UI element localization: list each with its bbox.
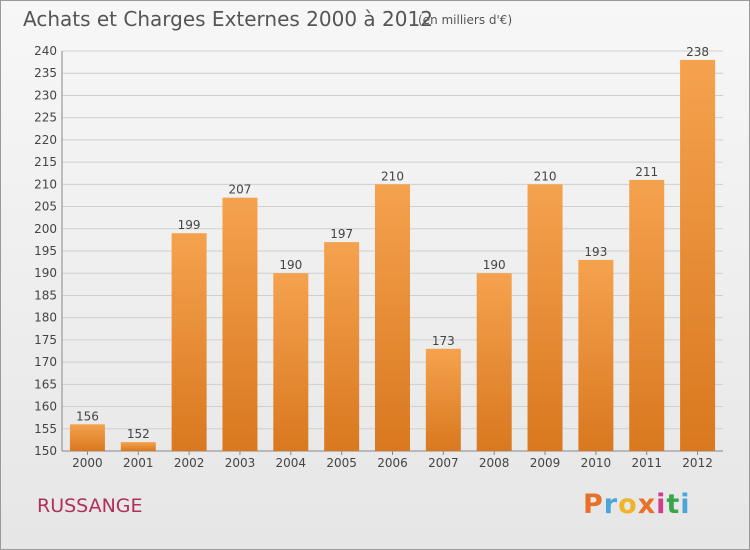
logo-letter: r bbox=[603, 489, 619, 520]
data-label: 211 bbox=[635, 165, 658, 179]
bar bbox=[680, 59, 716, 452]
y-tick-label: 190 bbox=[34, 266, 57, 280]
data-label: 207 bbox=[229, 183, 252, 197]
bar bbox=[324, 242, 360, 451]
bar bbox=[578, 259, 614, 451]
y-tick-label: 205 bbox=[34, 200, 57, 214]
y-tick-label: 235 bbox=[34, 66, 57, 80]
data-label: 193 bbox=[584, 245, 607, 259]
x-tick-label: 2000 bbox=[72, 456, 103, 470]
bar bbox=[476, 273, 512, 451]
x-tick-label: 2012 bbox=[682, 456, 713, 470]
data-label: 190 bbox=[279, 258, 302, 272]
y-tick-label: 170 bbox=[34, 355, 57, 369]
bar bbox=[273, 273, 309, 451]
data-label: 152 bbox=[127, 427, 150, 441]
x-tick-label: 2001 bbox=[123, 456, 154, 470]
axes: 150 155 160 165 170 175 180 185 190 195 200 205 210 2… bbox=[34, 44, 723, 470]
chart-title: Achats et Charges Externes 2000 à 2012 bbox=[23, 7, 433, 31]
bars bbox=[69, 59, 716, 452]
x-tick-label: 2008 bbox=[479, 456, 510, 470]
y-tick-label: 185 bbox=[34, 288, 57, 302]
bar bbox=[69, 424, 105, 451]
x-tick-label: 2009 bbox=[530, 456, 561, 470]
commune-name: RUSSANGE bbox=[37, 495, 143, 517]
y-tick-label: 165 bbox=[34, 377, 57, 391]
y-tick-label: 160 bbox=[34, 400, 57, 414]
data-label: 210 bbox=[381, 169, 404, 183]
bar bbox=[120, 442, 156, 451]
y-tick-label: 180 bbox=[34, 311, 57, 325]
y-tick-label: 230 bbox=[34, 88, 57, 102]
data-label: 173 bbox=[432, 334, 455, 348]
logo-letter: i bbox=[656, 489, 667, 520]
data-label: 190 bbox=[483, 258, 506, 272]
y-tick-label: 150 bbox=[34, 444, 57, 458]
data-label: 197 bbox=[330, 227, 353, 241]
y-tick-label: 225 bbox=[34, 111, 57, 125]
y-tick-label: 215 bbox=[34, 155, 57, 169]
logo-letter: t bbox=[666, 489, 681, 520]
bar bbox=[375, 184, 410, 452]
bar bbox=[629, 179, 665, 451]
data-label: 238 bbox=[686, 45, 709, 59]
chart-subtitle: (en milliers d'€) bbox=[418, 13, 513, 27]
logo-letter: i bbox=[680, 489, 691, 520]
x-tick-label: 2002 bbox=[174, 456, 205, 470]
bar bbox=[171, 233, 207, 451]
x-tick-label: 2006 bbox=[377, 456, 408, 470]
y-tick-label: 200 bbox=[34, 222, 57, 236]
data-labels: 156 152 199 207 190 197 210 173 190 210 193 211 238 bbox=[76, 45, 709, 441]
y-tick-label: 210 bbox=[34, 177, 57, 191]
logo-letter: P bbox=[583, 489, 604, 520]
x-tick-label: 2003 bbox=[225, 456, 256, 470]
bar bbox=[527, 184, 563, 452]
y-tick-label: 220 bbox=[34, 133, 57, 147]
bar bbox=[222, 197, 258, 451]
logo-letter: x bbox=[637, 489, 657, 520]
data-label: 199 bbox=[178, 218, 201, 232]
x-tick-label: 2010 bbox=[581, 456, 612, 470]
y-tick-label: 175 bbox=[34, 333, 57, 347]
logo-letter: o bbox=[618, 489, 638, 520]
y-tick-label: 195 bbox=[34, 244, 57, 258]
x-tick-label: 2011 bbox=[631, 456, 662, 470]
y-tick-label: 240 bbox=[34, 44, 57, 58]
proxiti-logo: Proxiti bbox=[583, 489, 691, 520]
x-tick-label: 2004 bbox=[276, 456, 307, 470]
data-label: 156 bbox=[76, 409, 99, 423]
data-label: 210 bbox=[534, 169, 557, 183]
x-tick-label: 2007 bbox=[428, 456, 459, 470]
bar bbox=[425, 348, 461, 451]
y-tick-label: 155 bbox=[34, 422, 57, 436]
x-tick-label: 2005 bbox=[326, 456, 357, 470]
